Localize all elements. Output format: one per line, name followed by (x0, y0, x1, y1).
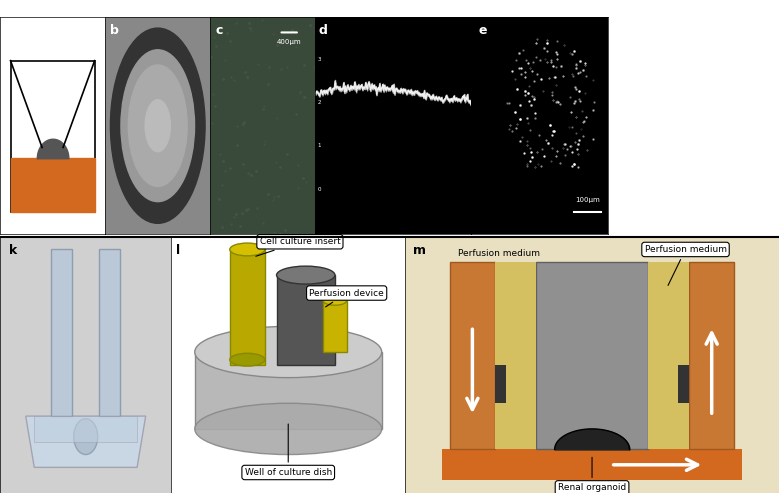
Text: Perfusion device: Perfusion device (309, 288, 384, 307)
Ellipse shape (195, 326, 382, 378)
Circle shape (132, 298, 184, 407)
Text: h: h (216, 250, 224, 264)
Text: e: e (478, 24, 487, 37)
Circle shape (129, 65, 187, 186)
Text: Perfusion medium: Perfusion medium (644, 245, 727, 285)
Circle shape (121, 277, 195, 428)
Bar (689, 262, 734, 450)
Text: Well of culture dish: Well of culture dish (245, 424, 332, 477)
Polygon shape (277, 275, 335, 365)
Ellipse shape (230, 353, 265, 366)
Circle shape (145, 100, 171, 152)
Polygon shape (230, 249, 265, 365)
Polygon shape (339, 305, 359, 335)
Text: m: m (413, 245, 425, 257)
Text: 100μm: 100μm (575, 197, 600, 203)
Ellipse shape (277, 266, 335, 284)
Bar (100, 249, 120, 416)
Circle shape (111, 255, 205, 450)
Polygon shape (536, 262, 648, 450)
Text: k: k (9, 245, 17, 257)
Text: Cell culture insert: Cell culture insert (256, 237, 340, 256)
Polygon shape (150, 320, 161, 348)
Text: Perfusion medium: Perfusion medium (457, 249, 540, 258)
Ellipse shape (195, 403, 382, 455)
Text: Renal organoid: Renal organoid (558, 458, 626, 493)
Bar (648, 262, 689, 450)
Text: j: j (478, 250, 482, 264)
Text: i: i (319, 250, 323, 264)
Text: 1: 1 (318, 143, 321, 148)
Text: l: l (176, 245, 180, 257)
Text: 100μm: 100μm (575, 423, 600, 429)
Ellipse shape (323, 296, 347, 305)
Bar (495, 262, 536, 450)
Bar (495, 365, 506, 403)
Text: 400μm: 400μm (277, 39, 301, 45)
Text: f: f (5, 250, 11, 264)
Bar (678, 365, 689, 403)
Text: 3: 3 (318, 57, 321, 62)
Circle shape (121, 50, 195, 202)
Ellipse shape (230, 243, 265, 256)
Polygon shape (11, 374, 95, 439)
Text: d: d (319, 24, 327, 37)
Bar (51, 249, 72, 416)
Text: 2: 2 (318, 100, 321, 105)
Bar (11, 158, 95, 212)
Bar (442, 450, 742, 480)
Circle shape (111, 28, 205, 223)
Text: 400μm: 400μm (287, 265, 312, 271)
Text: c: c (216, 24, 223, 37)
Circle shape (147, 320, 179, 385)
Bar (11, 407, 95, 439)
Bar (450, 262, 495, 450)
Polygon shape (26, 416, 146, 467)
Text: b: b (111, 24, 119, 37)
Circle shape (74, 419, 97, 455)
Polygon shape (268, 385, 284, 418)
Polygon shape (323, 301, 347, 352)
Text: g: g (111, 250, 119, 264)
Polygon shape (195, 352, 382, 429)
Text: 0: 0 (318, 187, 321, 192)
Bar (34, 416, 137, 442)
